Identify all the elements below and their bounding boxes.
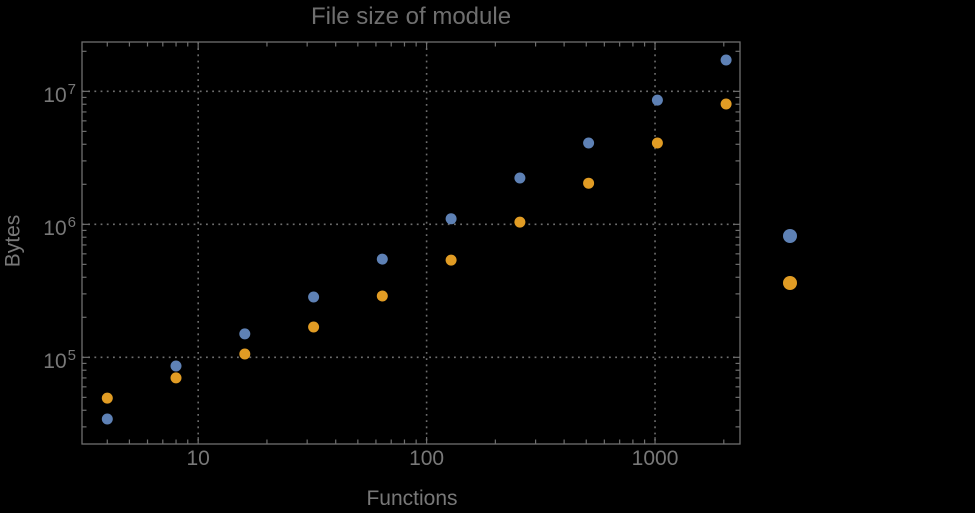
data-point-blue-series <box>514 172 526 184</box>
chart-title: File size of module <box>310 3 512 30</box>
y-tick-mantissa: 10 <box>43 84 67 108</box>
data-point-orange-series <box>445 254 457 266</box>
data-point-blue-series <box>170 360 182 372</box>
data-point-blue-series <box>308 291 320 303</box>
data-point-blue-series <box>376 253 388 265</box>
legend-marker <box>783 276 797 290</box>
data-point-blue-series <box>445 213 457 225</box>
y-tick-label: 105 <box>0 347 76 374</box>
data-point-orange-series <box>651 137 663 149</box>
y-tick-mantissa: 10 <box>43 350 67 374</box>
data-point-orange-series <box>170 372 182 384</box>
data-point-blue-series <box>720 54 732 66</box>
plot-frame <box>81 41 741 445</box>
data-point-orange-series <box>239 348 251 360</box>
data-point-blue-series <box>239 328 251 340</box>
data-point-blue-series <box>651 94 663 106</box>
data-point-orange-series <box>101 392 113 404</box>
x-tick-label: 100 <box>409 447 445 470</box>
y-tick-label: 106 <box>0 214 76 241</box>
y-tick-exponent: 5 <box>67 347 76 365</box>
data-point-blue-series <box>583 137 595 149</box>
data-point-orange-series <box>308 321 320 333</box>
data-point-orange-series <box>514 216 526 228</box>
y-tick-exponent: 6 <box>67 214 76 232</box>
data-point-orange-series <box>583 177 595 189</box>
legend-marker <box>783 229 797 243</box>
y-tick-mantissa: 10 <box>43 217 67 241</box>
y-tick-label: 107 <box>0 81 76 108</box>
x-axis-label: Functions <box>366 487 458 510</box>
x-tick-label: 10 <box>186 447 210 470</box>
y-tick-exponent: 7 <box>67 81 76 99</box>
x-tick-label: 1000 <box>631 447 679 470</box>
data-point-orange-series <box>376 290 388 302</box>
data-point-blue-series <box>101 413 113 425</box>
data-point-orange-series <box>720 98 732 110</box>
